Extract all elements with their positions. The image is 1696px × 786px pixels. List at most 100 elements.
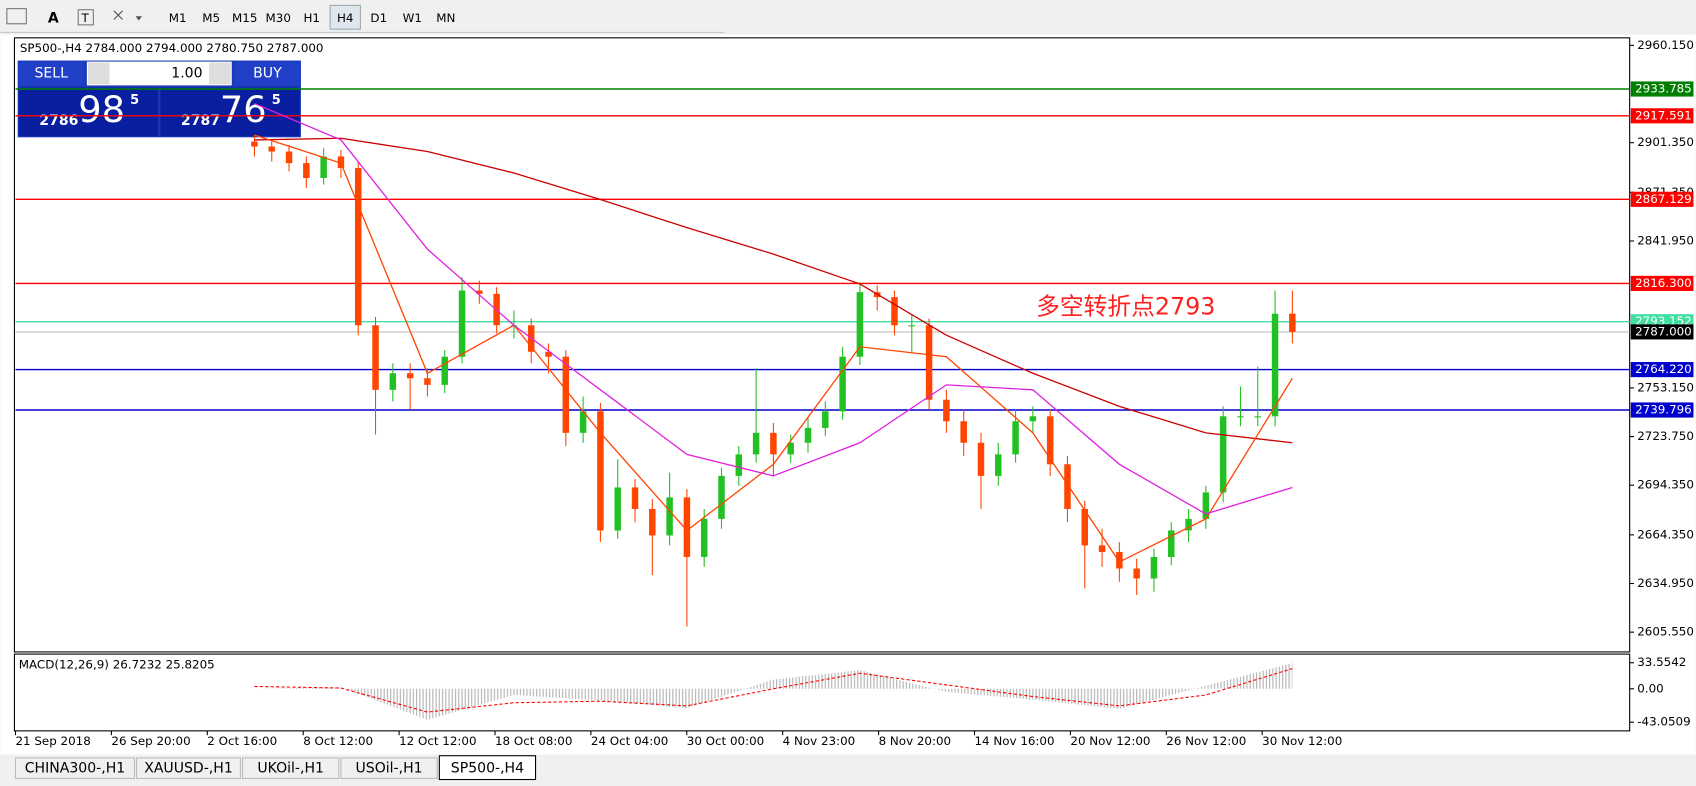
y-tick-label: 2694.350 [1637,478,1694,492]
timeframe-button[interactable]: M5 [202,11,220,25]
candle-body [1098,545,1106,552]
annotation: 多空转折点2793 [1036,293,1215,321]
candle-body [649,508,656,536]
x-tick-label: 8 Nov 20:00 [879,734,952,748]
sell-button[interactable] [18,61,84,86]
toolbar [0,0,1696,33]
candle-body [943,399,950,422]
level-label: 2764.220 [1635,362,1692,376]
tab[interactable] [340,757,438,779]
macd-title: MACD(12,26,9) 26.7232 25.8205 [19,657,215,671]
level-tag [1630,108,1694,124]
candle-body [822,411,829,428]
timeframe-button[interactable]: H4 [337,11,353,25]
bid-box[interactable] [18,87,159,137]
timeframe-button[interactable]: D1 [370,11,387,25]
level-label: 2917.591 [1635,108,1692,122]
candle-body [856,292,864,357]
x-tick-label: 30 Oct 00:00 [687,734,764,748]
level-tag [1630,81,1694,97]
candle-body [424,378,431,385]
candle-body [337,156,345,169]
candle-body [458,290,466,357]
candle-body [1064,464,1071,509]
candle-body [1133,568,1140,579]
x-tick-label: 8 Oct 12:00 [303,734,373,748]
tab-label: UKOil-,H1 [257,761,324,777]
x-tick-label: 4 Nov 23:00 [783,734,856,748]
candle-body [804,427,812,443]
candle-body [268,146,275,152]
candle-body [1012,421,1019,455]
candle-body [700,518,708,557]
x-tick-label: 14 Nov 16:00 [974,734,1054,748]
current-price-tag [1630,324,1694,340]
x-tick-label: 18 Oct 08:00 [495,734,572,748]
candle-body [1271,313,1279,417]
macd-signal [254,668,1293,713]
buy-button[interactable] [234,61,300,86]
candle-body [1046,416,1054,465]
timeframe-button[interactable]: M30 [266,11,291,25]
y-tick-label: 2605.550 [1637,625,1694,639]
level-label: 2867.129 [1635,192,1692,206]
candle-body [1219,416,1227,493]
tab[interactable] [14,757,135,779]
tab[interactable] [136,757,241,779]
candle-body [389,373,397,390]
bid-main: 98 [78,88,125,131]
candle-body [735,454,743,476]
candle-body [925,325,933,400]
ask-big: 2787 [181,113,220,129]
candle-body [1029,416,1037,422]
timeframe-button[interactable]: H1 [303,11,320,25]
candle-body [1116,551,1123,569]
candle-body [597,411,604,531]
candle-body [752,432,760,455]
candle-body [1081,508,1089,546]
timeframe-button[interactable]: M15 [232,11,257,25]
level-tag [1630,275,1694,291]
sell-label: SELL [34,66,68,82]
y-tick-label: 2634.950 [1637,576,1694,590]
toolbar-icons: A T [6,8,143,26]
volume-down[interactable] [87,62,110,85]
tab-label: USOil-,H1 [356,761,423,777]
candle-body [251,141,258,147]
buy-label: BUY [253,66,282,82]
x-tick-label: 26 Nov 12:00 [1166,734,1246,748]
candle-body [891,297,898,326]
tab[interactable] [242,757,340,779]
volume-up[interactable] [209,62,231,85]
candle-body [1185,518,1192,531]
timeframe-button[interactable]: W1 [403,11,422,25]
bid-big: 2786 [39,113,78,129]
bid-small: 5 [130,93,139,108]
candle-body [1237,416,1244,418]
candle-body [995,454,1002,476]
candle-body [562,356,570,433]
macd-tick-label: -43.0509 [1637,715,1690,729]
volume[interactable]: 1.00 [171,66,202,82]
ask-box[interactable] [160,87,300,137]
candle-body [1254,416,1262,418]
level-tag [1630,362,1694,378]
candle-body [545,351,552,357]
y-tick-label: 2841.950 [1637,233,1694,247]
svg-text:T: T [80,11,89,25]
candle-body [683,497,691,557]
macd-tick-label: 0.00 [1637,681,1663,695]
current-price-label: 2787.000 [1635,324,1692,338]
candle-body [285,151,293,164]
x-tick-label: 20 Nov 12:00 [1070,734,1150,748]
price-pane [13,37,1631,653]
tab[interactable] [438,755,537,781]
candle-body [320,156,327,179]
level-label: 2816.300 [1635,276,1692,290]
timeframe-button[interactable]: M1 [169,11,187,25]
moving-average [254,137,1293,444]
x-tick-label: 2 Oct 16:00 [207,734,277,748]
timeframe-button[interactable]: MN [436,11,455,25]
